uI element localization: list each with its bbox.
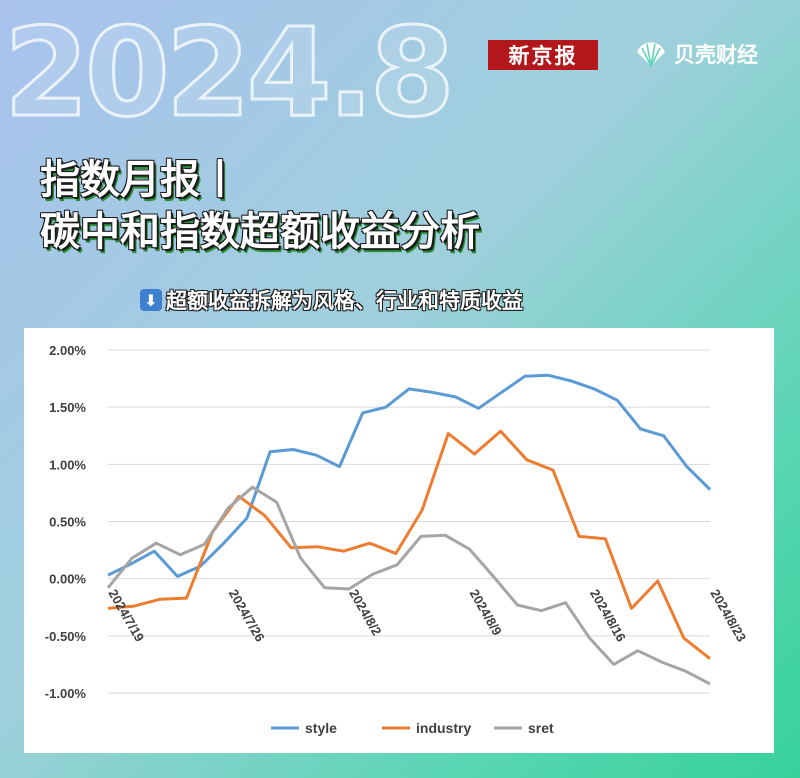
chart-panel: 2.00% 1.50% 1.00% 0.50% 0.00% -0.50% -1.00% 202… bbox=[24, 328, 774, 753]
y-tick-label: 0.00% bbox=[49, 572, 86, 587]
x-tick-label: 2024/8/9 bbox=[467, 587, 505, 638]
y-tick-label: 1.50% bbox=[49, 400, 86, 415]
legend-label-style: style bbox=[305, 720, 337, 736]
series-line-sret bbox=[106, 485, 711, 686]
line-chart: 2.00% 1.50% 1.00% 0.50% 0.00% -0.50% -1.00% 202… bbox=[45, 343, 750, 736]
down-arrow-icon: ⬇ bbox=[140, 289, 162, 311]
y-tick-label: 1.00% bbox=[49, 457, 86, 472]
y-tick-label: 2.00% bbox=[49, 343, 86, 358]
y-tick-label: -0.50% bbox=[45, 629, 87, 644]
x-tick-label: 2024/8/2 bbox=[346, 587, 384, 638]
page-title-line1: 指数月报丨 bbox=[40, 157, 240, 203]
xinjingbao-logo: 新京报 bbox=[488, 40, 598, 70]
beike-logo: 贝壳财经 bbox=[634, 38, 758, 70]
legend-label-sret: sret bbox=[528, 720, 554, 736]
legend-label-industry: industry bbox=[416, 720, 471, 736]
subtitle-text: 超额收益拆解为风格、行业和特质收益 bbox=[166, 289, 523, 313]
series-line-industry bbox=[107, 429, 711, 660]
page-title-line2: 碳中和指数超额收益分析 bbox=[40, 209, 480, 255]
year-watermark: 2024.8 bbox=[3, 2, 457, 144]
y-tick-label: -1.00% bbox=[45, 686, 87, 701]
x-tick-label: 2024/8/23 bbox=[707, 587, 749, 645]
y-tick-label: 0.50% bbox=[49, 515, 86, 530]
subtitle: ⬇ 超额收益拆解为风格、行业和特质收益 bbox=[140, 285, 523, 315]
series-line-style bbox=[107, 373, 712, 578]
shell-icon bbox=[637, 42, 665, 67]
beike-label: 贝壳财经 bbox=[674, 43, 758, 67]
